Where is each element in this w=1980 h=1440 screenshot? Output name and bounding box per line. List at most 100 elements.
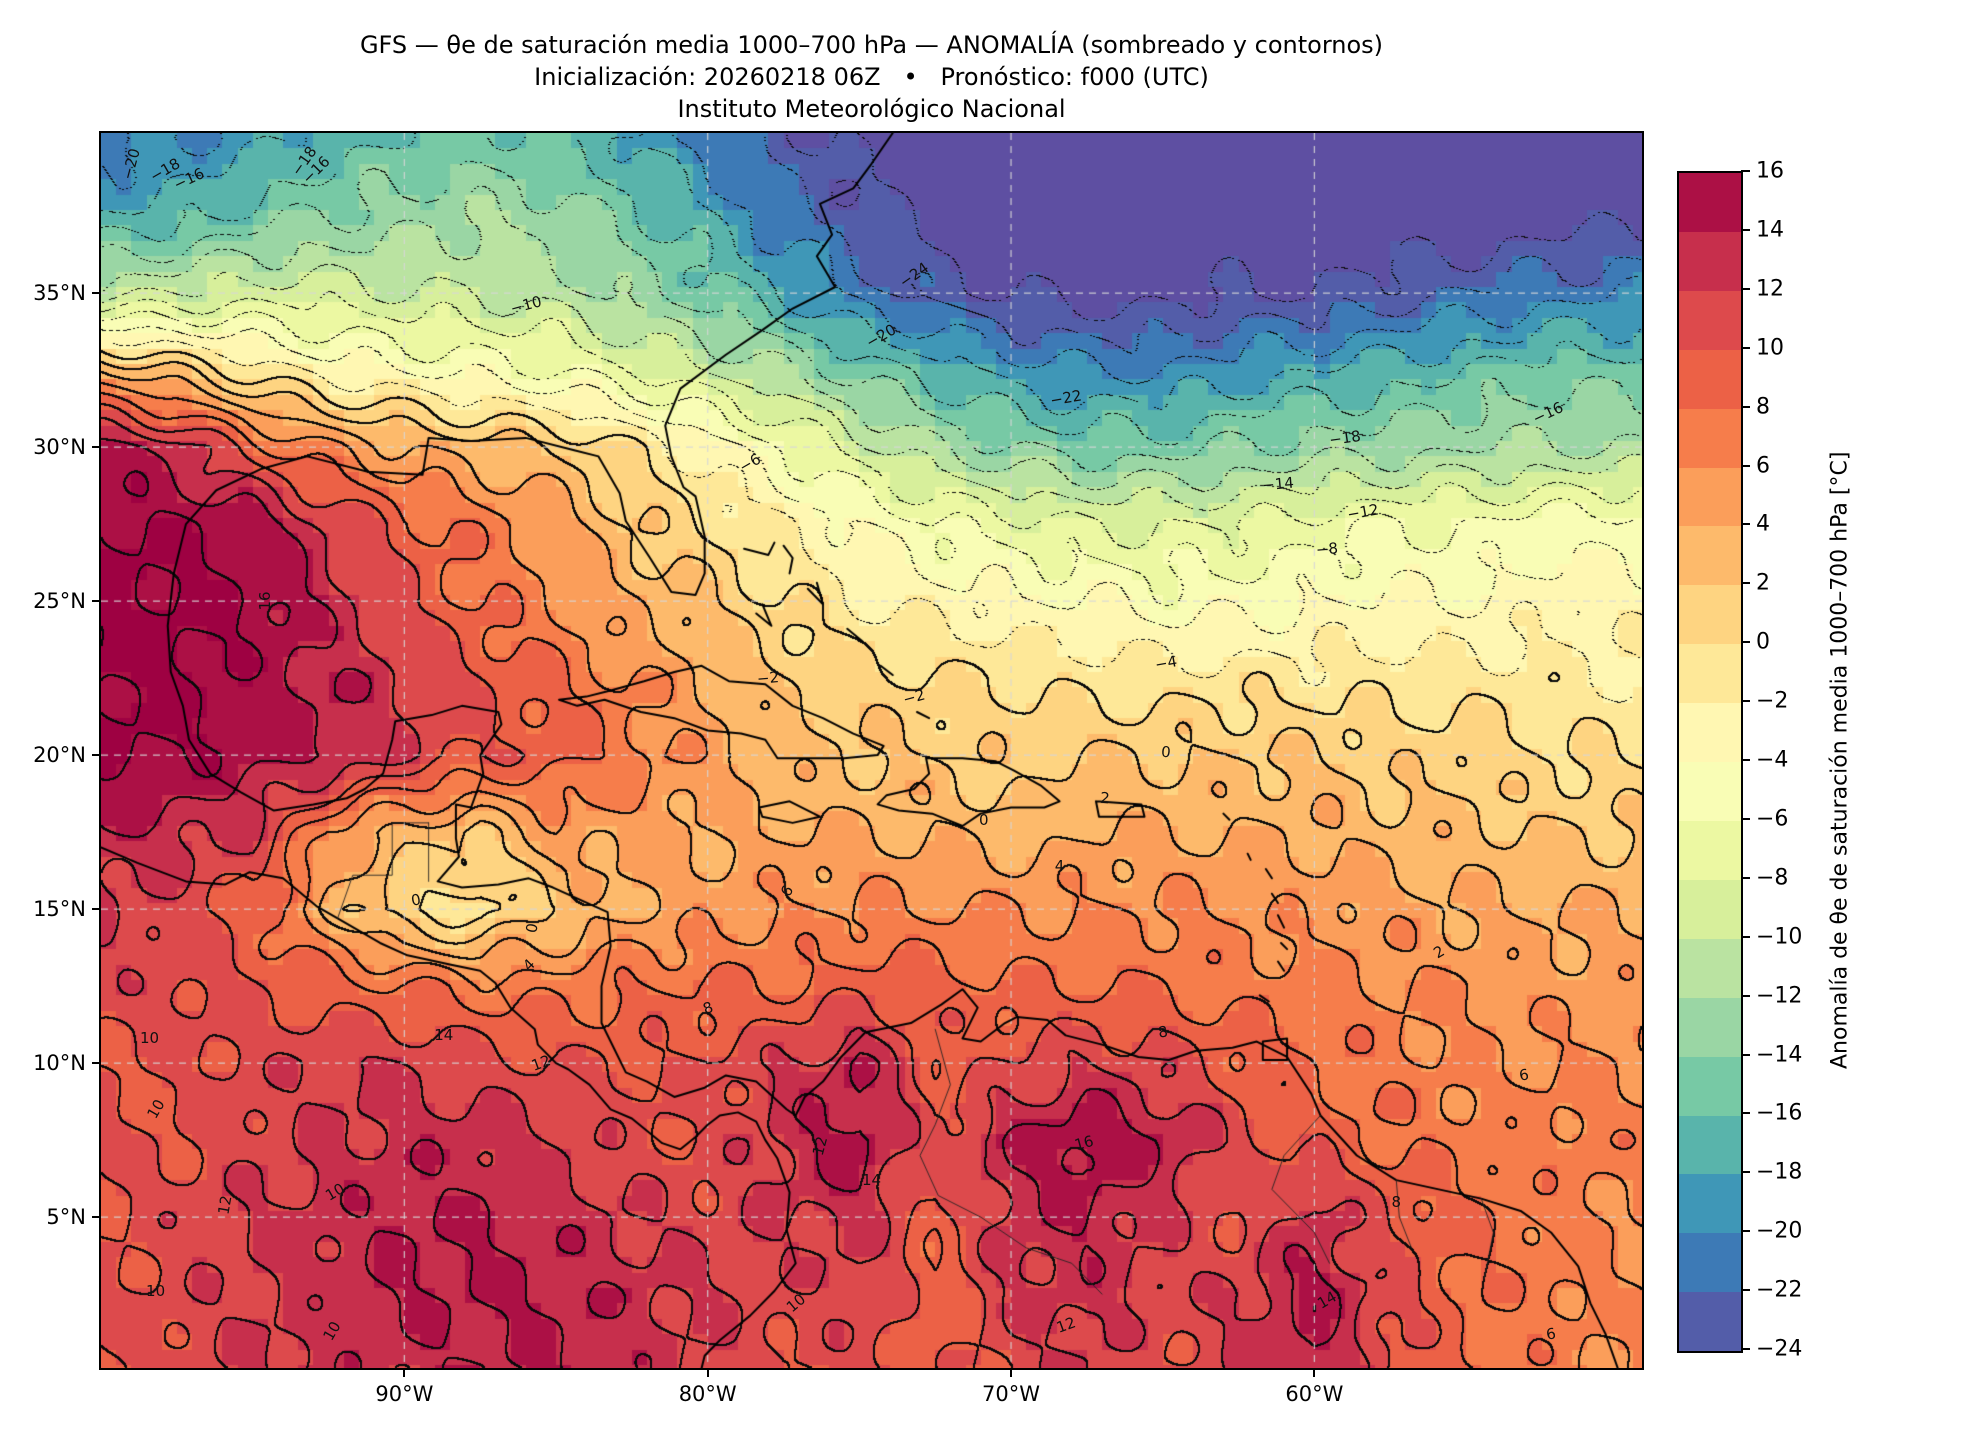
colorbar-tick-label: −6 — [1756, 806, 1789, 832]
colorbar-tick — [1741, 1171, 1750, 1174]
colorbar-tick-label: 0 — [1756, 629, 1770, 655]
colorbar-tick-label: 2 — [1756, 570, 1770, 596]
map-plot-area — [99, 131, 1644, 1370]
colorbar-segment — [1679, 526, 1741, 586]
colorbar-tick — [1741, 582, 1750, 585]
y-axis-label: 10°N — [33, 1051, 86, 1076]
colorbar-tick — [1741, 1348, 1750, 1350]
colorbar-title: Anomalía de θe de saturación media 1000–… — [1827, 451, 1853, 1069]
figure-subtitle-init-forecast: Inicialización: 20260218 06Z • Pronóstic… — [534, 63, 1209, 91]
colorbar-tick-label: −10 — [1756, 924, 1803, 950]
colorbar-segment — [1679, 349, 1741, 409]
colorbar-tick — [1741, 817, 1750, 820]
y-axis-tick — [92, 446, 101, 449]
x-axis-label: 80°W — [678, 1382, 737, 1406]
contour-label: −14 — [1261, 473, 1295, 495]
colorbar-segment — [1679, 1233, 1741, 1293]
y-axis-label: 25°N — [33, 589, 86, 614]
colorbar-tick — [1741, 523, 1750, 526]
contour-label: −8 — [1314, 538, 1339, 559]
colorbar-tick — [1741, 994, 1750, 997]
x-axis-label: 90°W — [375, 1382, 434, 1406]
x-axis-tick — [403, 1368, 406, 1377]
contour-label: 10 — [139, 1029, 160, 1048]
contour-label: 10 — [146, 1282, 166, 1300]
colorbar-segment — [1679, 1056, 1741, 1116]
colorbar-tick — [1741, 935, 1750, 938]
contour-label: 2 — [1099, 788, 1111, 808]
contour-label: 14 — [434, 1026, 454, 1045]
colorbar-segment — [1679, 762, 1741, 821]
contour-label: 12 — [214, 1193, 236, 1216]
colorbar-segment — [1679, 879, 1741, 939]
colorbar-tick-label: −20 — [1756, 1218, 1803, 1244]
colorbar-tick-label: −24 — [1756, 1336, 1803, 1362]
colorbar-tick — [1741, 1289, 1750, 1292]
colorbar-tick — [1741, 170, 1750, 172]
colorbar-tick — [1741, 1053, 1750, 1056]
colorbar-tick — [1741, 228, 1750, 231]
colorbar-segment — [1679, 408, 1741, 468]
colorbar-tick-label: −16 — [1756, 1100, 1803, 1126]
colorbar-tick-label: 16 — [1756, 158, 1784, 184]
contour-label: 8 — [1391, 1192, 1402, 1211]
anomaly-map-canvas — [101, 133, 1642, 1368]
colorbar-tick-label: −18 — [1756, 1159, 1803, 1185]
y-axis-tick — [92, 292, 101, 295]
colorbar-segment — [1679, 997, 1741, 1057]
colorbar-segment — [1679, 1292, 1741, 1352]
colorbar-tick-label: 4 — [1756, 511, 1770, 537]
x-axis-label: 70°W — [982, 1382, 1041, 1406]
x-axis-tick — [706, 1368, 709, 1377]
colorbar-tick-label: −14 — [1756, 1042, 1803, 1067]
colorbar-segment — [1679, 173, 1741, 232]
colorbar-tick-label: 14 — [1756, 217, 1784, 243]
x-axis-label: 60°W — [1285, 1382, 1344, 1406]
contour-label: −2 — [756, 668, 781, 689]
colorbar-tick-label: −12 — [1756, 983, 1803, 1009]
contour-label: 0 — [1160, 742, 1172, 762]
figure-institution: Instituto Meteorológico Nacional — [677, 95, 1066, 123]
x-axis-tick — [1010, 1368, 1013, 1377]
colorbar-tick-label: −22 — [1756, 1277, 1803, 1303]
y-axis-tick — [92, 908, 101, 911]
colorbar-segment — [1679, 703, 1741, 763]
colorbar-tick-label: 12 — [1756, 276, 1784, 302]
figure-title: GFS — θe de saturación media 1000–700 hP… — [359, 31, 1384, 59]
contour-label: 4 — [1054, 856, 1065, 875]
colorbar-tick-label: −8 — [1756, 865, 1789, 891]
colorbar-segment — [1679, 290, 1741, 350]
colorbar-segment — [1679, 938, 1741, 998]
colorbar — [1677, 171, 1743, 1353]
y-axis-tick — [92, 1216, 101, 1219]
colorbar-tick — [1741, 405, 1750, 408]
y-axis-label: 20°N — [33, 743, 86, 768]
colorbar-segment — [1679, 820, 1741, 880]
x-axis-tick — [1313, 1368, 1316, 1377]
y-axis-label: 35°N — [33, 281, 86, 306]
y-axis-label: 5°N — [46, 1205, 86, 1230]
colorbar-tick — [1741, 876, 1750, 879]
colorbar-tick-label: 10 — [1756, 335, 1784, 361]
colorbar-segment — [1679, 1174, 1741, 1234]
contour-label: −4 — [1153, 651, 1179, 674]
colorbar-tick — [1741, 1230, 1750, 1233]
colorbar-tick — [1741, 346, 1750, 349]
colorbar-tick — [1741, 700, 1750, 703]
colorbar-tick-label: 6 — [1756, 453, 1770, 478]
contour-label: 16 — [255, 591, 274, 611]
colorbar-tick-label: −4 — [1756, 747, 1789, 773]
colorbar-tick — [1741, 641, 1750, 644]
colorbar-tick — [1741, 759, 1750, 761]
colorbar-segment — [1679, 1115, 1741, 1175]
y-axis-tick — [92, 754, 101, 757]
colorbar-tick-label: 8 — [1756, 394, 1770, 420]
y-axis-label: 15°N — [33, 897, 86, 922]
colorbar-tick — [1741, 464, 1750, 467]
y-axis-label: 30°N — [33, 435, 86, 460]
colorbar-segment — [1679, 231, 1741, 291]
colorbar-tick-label: −2 — [1756, 688, 1789, 714]
y-axis-tick — [92, 600, 101, 603]
colorbar-tick — [1741, 287, 1750, 290]
colorbar-segment — [1679, 585, 1741, 645]
